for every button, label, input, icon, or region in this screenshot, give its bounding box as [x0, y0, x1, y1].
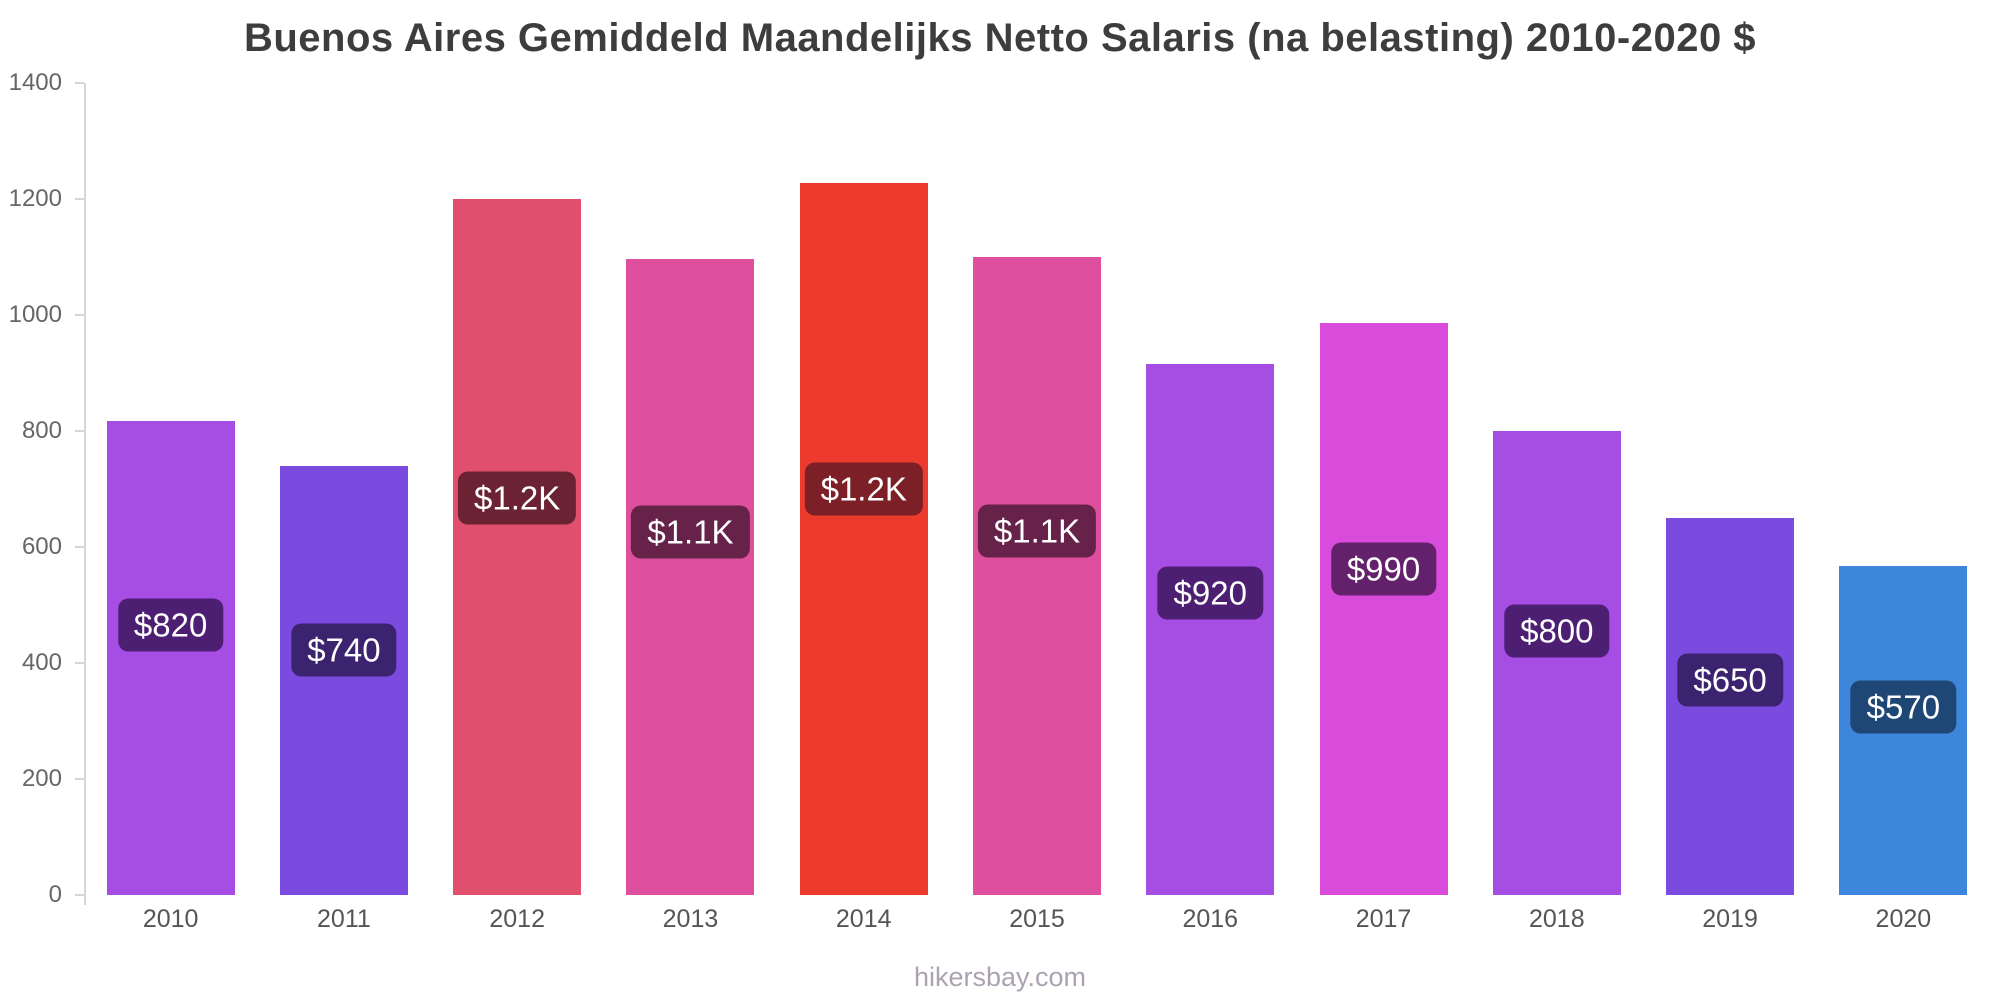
bar-value-label: $1.1K	[977, 504, 1097, 558]
bar-value-label: $1.2K	[458, 471, 577, 525]
x-tick-label: 2016	[1182, 905, 1239, 933]
y-tick-mark	[75, 894, 84, 896]
bar-2016[interactable]: $920	[1146, 364, 1275, 895]
y-tick-mark	[75, 662, 84, 664]
y-tick-mark	[75, 430, 84, 432]
bar-value-label: $740	[291, 623, 397, 677]
x-tick-label: 2020	[1875, 905, 1932, 933]
bar-value-label: $920	[1157, 566, 1263, 620]
y-tick-mark	[75, 82, 84, 84]
y-tick-mark	[75, 198, 84, 200]
chart-title: Buenos Aires Gemiddeld Maandelijks Netto…	[243, 16, 1757, 60]
bar-2018[interactable]: $800	[1492, 431, 1621, 895]
y-axis: 0 200 400 600 800 1000 1200 1400	[0, 69, 76, 908]
bar-2015[interactable]: $1.1K	[973, 257, 1101, 895]
x-tick-label: 2017	[1355, 905, 1412, 933]
y-tick-mark	[75, 314, 84, 316]
bar-value-label: $990	[1330, 542, 1437, 596]
y-tick-label: 400	[21, 649, 62, 676]
bar-value-label: $800	[1504, 604, 1610, 658]
y-tick-label: 1400	[8, 69, 62, 96]
footer-watermark: hikersbay.com	[913, 962, 1087, 992]
x-tick-label: 2010	[142, 905, 199, 933]
x-tick-label: 2019	[1702, 905, 1758, 933]
bar-2012[interactable]: $1.2K	[453, 199, 582, 895]
y-tick-mark	[75, 546, 84, 548]
bar-value-label: $650	[1677, 653, 1783, 707]
bar-2020[interactable]: $570	[1839, 565, 1968, 895]
bar-2014[interactable]: $1.2K	[799, 182, 928, 895]
y-tick-label: 800	[21, 417, 62, 444]
bar-value-label: $570	[1850, 680, 1957, 734]
y-tick-label: 200	[21, 765, 62, 792]
x-tick-label: 2013	[662, 905, 719, 933]
bar-2011[interactable]: $740	[279, 465, 408, 895]
y-tick-label: 600	[21, 533, 62, 560]
bar-2017[interactable]: $990	[1319, 322, 1448, 895]
y-tick-label: 1000	[8, 301, 62, 328]
y-tick-label: 1200	[8, 185, 62, 212]
bar-value-label: $1.2K	[804, 462, 923, 516]
bar-value-label: $1.1K	[631, 505, 750, 559]
x-axis: 2010 2011 2012 2013 2014 2015 2016 2017 2018 2019…	[84, 905, 1990, 945]
plot-area: $820 $740 $1.2K $1.1K $1.2K $1.1K $920 $990 $800…	[75, 82, 1990, 896]
x-tick-label: 2011	[317, 905, 371, 933]
x-tick-label: 2018	[1529, 905, 1585, 933]
x-tick-label: 2014	[835, 905, 892, 933]
bar-2019[interactable]: $650	[1666, 518, 1795, 895]
bar-2013[interactable]: $1.1K	[626, 258, 755, 895]
x-tick-label: 2012	[489, 905, 545, 933]
y-tick-label: 0	[48, 881, 62, 908]
y-axis-line	[84, 83, 86, 905]
bar-value-label: $820	[117, 598, 224, 652]
bar-2010[interactable]: $820	[106, 420, 235, 895]
x-tick-label: 2015	[1009, 905, 1065, 933]
y-tick-mark	[75, 778, 84, 780]
